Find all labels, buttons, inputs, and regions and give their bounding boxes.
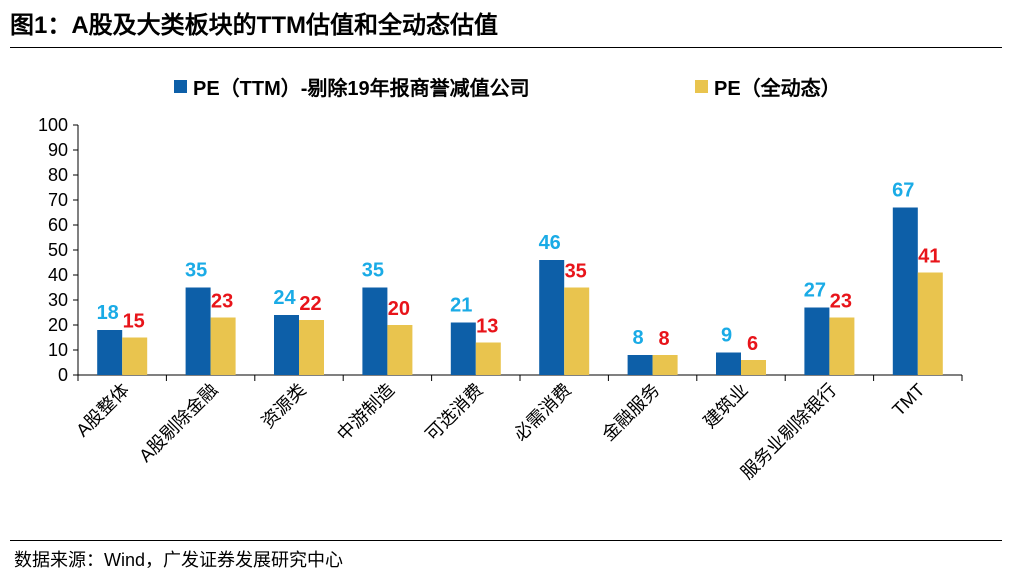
x-category-label: 可选消费 (422, 380, 487, 445)
bar-pe-ttm (892, 207, 918, 375)
y-axis-ticks: 0 10 20 30 40 50 60 70 80 90 100 (38, 115, 68, 385)
bar-pe-ttm (804, 307, 830, 375)
y-tick-label: 90 (48, 140, 68, 160)
y-tick-label: 0 (58, 365, 68, 385)
bar-pe-dynamic (475, 342, 501, 375)
bar-pe-ttm (97, 330, 123, 375)
bar-pe-ttm (185, 287, 211, 375)
data-label-pe-dynamic: 15 (123, 311, 145, 333)
bar-pe-dynamic (829, 317, 855, 375)
y-tick-label: 50 (48, 240, 68, 260)
bar-chart: PE（TTM）-剔除19年报商誉减值公司 PE（全动态） 0 10 20 30 40 50… (38, 76, 963, 483)
bar-pe-dynamic (741, 360, 766, 375)
data-label-pe-ttm: 9 (721, 325, 732, 347)
bar-pe-ttm (450, 322, 476, 375)
bar-pe-ttm (539, 260, 565, 375)
bar-pe-dynamic (299, 320, 324, 375)
x-category-label: 金融服务 (598, 380, 663, 445)
data-label-pe-dynamic: 20 (388, 298, 410, 320)
x-category-label: 中游制造 (333, 380, 398, 445)
data-label-pe-dynamic: 41 (918, 246, 940, 268)
legend-swatch-pe-ttm (174, 80, 187, 93)
x-category-label: A股剔除金融 (135, 380, 221, 466)
bar-pe-dynamic (210, 317, 236, 375)
x-category-label: 必需消费 (510, 380, 575, 445)
x-category-label: TMT (888, 380, 928, 420)
bar-pe-ttm (362, 287, 388, 375)
data-label-pe-dynamic: 13 (476, 316, 498, 338)
data-label-pe-ttm: 18 (97, 302, 119, 324)
data-label-pe-ttm: 27 (804, 280, 826, 302)
y-tick-label: 30 (48, 290, 68, 310)
bar-pe-dynamic (652, 355, 678, 375)
data-label-pe-dynamic: 8 (659, 328, 670, 350)
legend-label-pe-dynamic: PE（全动态） (714, 76, 841, 100)
data-label-pe-dynamic: 23 (830, 291, 852, 313)
x-category-label: 服务业剔除银行 (737, 380, 840, 483)
bar-pe-dynamic (917, 272, 943, 375)
figure-title: 图1：A股及大类板块的TTM估值和全动态估值 (10, 12, 498, 39)
data-label-pe-ttm: 35 (185, 260, 207, 282)
y-tick-label: 10 (48, 340, 68, 360)
source-rule (10, 540, 1002, 541)
bar-pe-dynamic (387, 325, 413, 375)
y-tick-label: 70 (48, 190, 68, 210)
bar-pe-dynamic (564, 287, 590, 375)
title-rule (10, 47, 1002, 48)
x-category-label: A股整体 (72, 380, 133, 441)
data-label-pe-ttm: 67 (892, 180, 914, 202)
bar-pe-ttm (716, 352, 741, 375)
legend-swatch-pe-dynamic (695, 80, 708, 93)
bar-pe-ttm (274, 315, 299, 375)
x-category-label: 资源类 (258, 380, 310, 432)
data-label-pe-ttm: 35 (362, 260, 384, 282)
chart-bars (97, 207, 943, 375)
x-category-label: 建筑业 (700, 380, 752, 432)
data-label-pe-dynamic: 35 (565, 261, 587, 283)
data-label-pe-ttm: 21 (450, 295, 472, 317)
y-tick-label: 100 (38, 115, 68, 135)
chart-legend: PE（TTM）-剔除19年报商誉减值公司 PE（全动态） (174, 76, 841, 100)
data-label-pe-dynamic: 6 (747, 333, 758, 355)
data-label-pe-ttm: 8 (633, 327, 644, 349)
data-label-pe-ttm: 46 (539, 232, 561, 254)
data-label-pe-dynamic: 22 (299, 293, 321, 315)
y-tick-label: 80 (48, 165, 68, 185)
data-label-pe-dynamic: 23 (211, 291, 233, 313)
bar-pe-dynamic (122, 337, 148, 375)
data-label-pe-ttm: 24 (273, 287, 296, 309)
legend-label-pe-ttm: PE（TTM）-剔除19年报商誉减值公司 (193, 76, 530, 100)
y-tick-label: 60 (48, 215, 68, 235)
source-note: 数据来源：Wind，广发证券发展研究中心 (14, 550, 344, 570)
y-tick-label: 40 (48, 265, 68, 285)
bar-pe-ttm (627, 355, 653, 375)
y-tick-label: 20 (48, 315, 68, 335)
